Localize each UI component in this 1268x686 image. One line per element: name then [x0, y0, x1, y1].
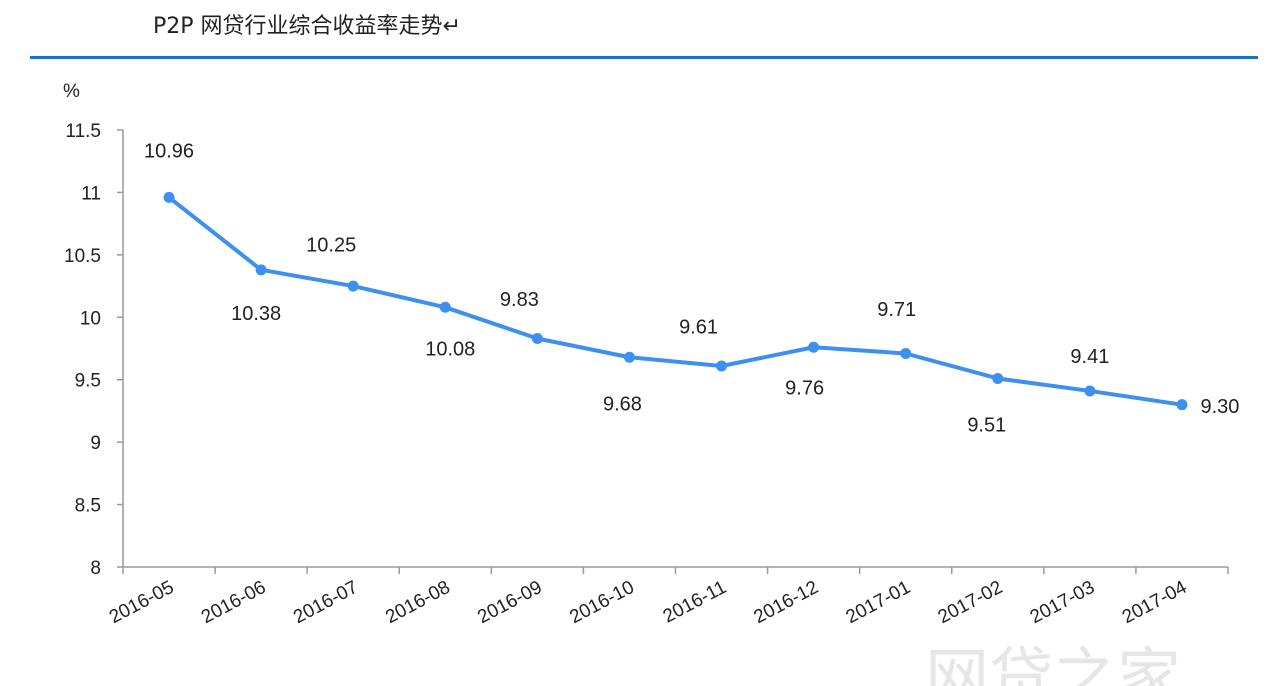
- data-point: [992, 372, 1004, 384]
- data-point: [439, 301, 451, 313]
- x-tick-label: 2016-05: [106, 577, 177, 628]
- data-label: 10.08: [425, 339, 475, 361]
- y-tick-label: 11: [81, 183, 101, 204]
- data-point: [531, 333, 543, 345]
- data-label: 9.76: [785, 378, 824, 400]
- x-tick-label: 2016-09: [474, 577, 545, 628]
- y-tick-label: 10: [80, 308, 101, 329]
- x-tick-label: 2016-08: [382, 577, 453, 628]
- y-tick-label: 9: [90, 433, 101, 454]
- data-label: 9.61: [679, 316, 718, 338]
- data-point: [1176, 399, 1188, 411]
- y-tick-label: 9.5: [75, 371, 101, 392]
- data-point: [716, 360, 728, 372]
- title-divider: [30, 56, 1258, 59]
- data-label: 9.41: [1070, 346, 1109, 368]
- x-tick-label: 2017-04: [1119, 577, 1191, 628]
- y-tick-label: 8: [90, 558, 101, 579]
- data-label: 9.68: [603, 394, 642, 416]
- data-label: 10.96: [144, 141, 194, 163]
- x-tick-label: 2017-03: [1027, 577, 1098, 628]
- data-label: 10.38: [231, 303, 281, 325]
- x-tick-label: 2017-02: [935, 577, 1006, 628]
- y-tick-label: 11.5: [65, 121, 101, 142]
- y-tick-label: 8.5: [75, 496, 101, 517]
- y-axis-unit-label: %: [63, 81, 80, 102]
- x-tick-label: 2016-11: [660, 577, 730, 628]
- data-point: [808, 341, 820, 353]
- data-point: [347, 280, 359, 292]
- data-point: [255, 264, 267, 276]
- x-tick-label: 2016-10: [566, 577, 637, 628]
- series-line: [167, 195, 1183, 407]
- data-point: [1084, 385, 1096, 397]
- watermark-logo: 网贷之家: [925, 642, 1181, 686]
- data-label: 9.51: [967, 415, 1006, 437]
- x-tick-label: 2016-06: [198, 577, 269, 628]
- x-tick-label: 2016-12: [751, 577, 822, 628]
- data-label: 9.71: [877, 299, 916, 321]
- x-tick-label: 2016-07: [290, 577, 361, 628]
- data-point: [900, 347, 912, 359]
- data-label: 9.83: [500, 289, 539, 311]
- data-point: [163, 191, 175, 203]
- data-point: [623, 351, 635, 363]
- x-tick-label: 2017-01: [843, 577, 914, 628]
- data-label: 10.25: [306, 234, 356, 256]
- data-label: 9.30: [1200, 396, 1239, 418]
- y-tick-label: 10.5: [64, 246, 101, 267]
- chart-title: P2P 网贷行业综合收益率走势↵: [153, 14, 461, 39]
